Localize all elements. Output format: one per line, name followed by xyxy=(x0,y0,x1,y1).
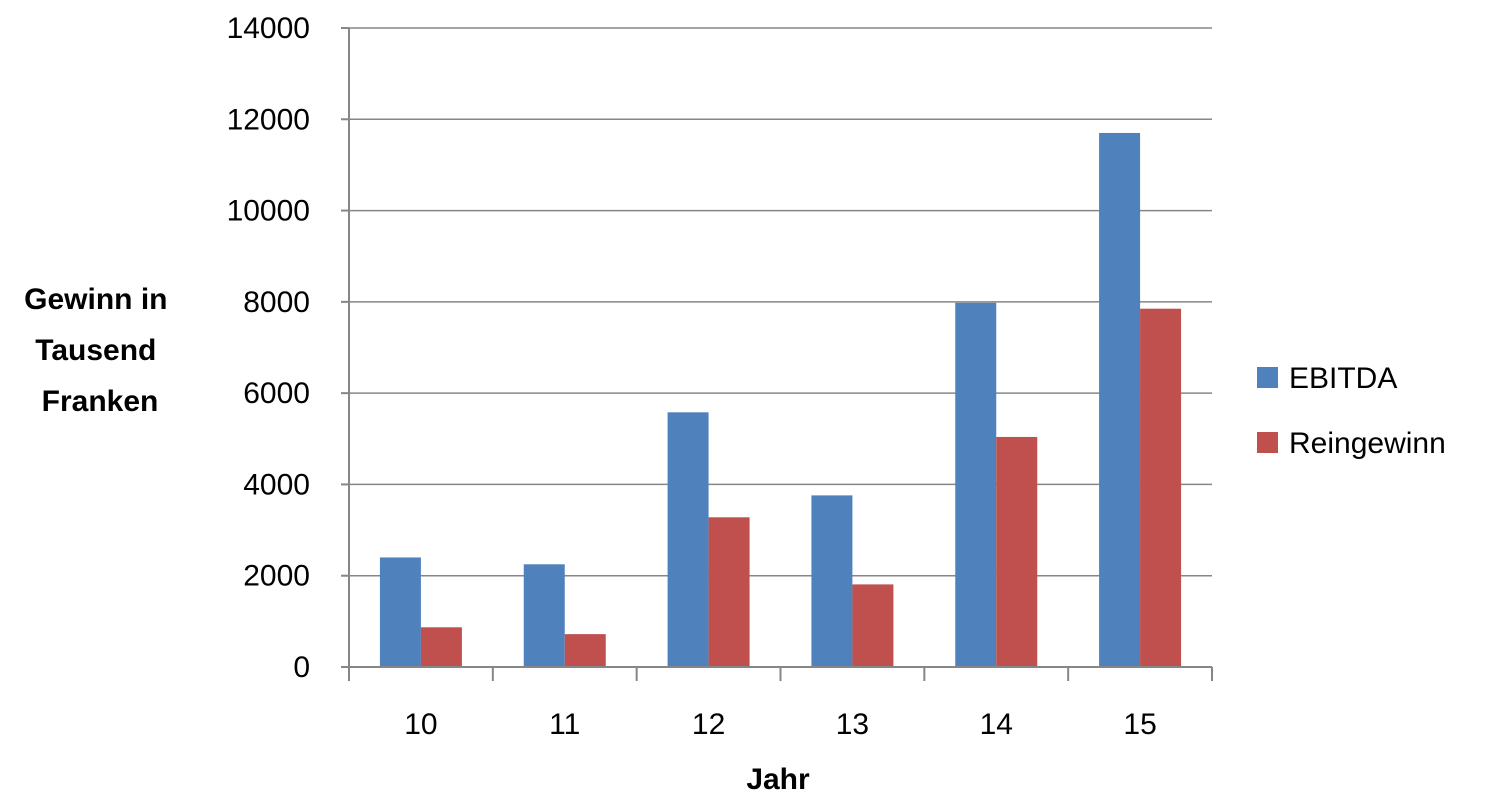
bar-ebitda-14 xyxy=(955,302,997,667)
x-tick-label: 11 xyxy=(549,708,580,741)
y-tick-label: 8000 xyxy=(243,286,310,319)
bar-reingewinn-14 xyxy=(996,436,1038,667)
gridlines xyxy=(349,27,1212,577)
y-tick-label: 10000 xyxy=(227,195,310,228)
x-tick-labels: 10 11 12 13 14 15 xyxy=(348,667,1213,741)
y-tick-label: 4000 xyxy=(243,468,310,501)
bar-reingewinn-11 xyxy=(564,634,606,667)
y-tick-label: 0 xyxy=(293,651,310,684)
legend-label-reingewinn: Reingewinn xyxy=(1289,427,1446,460)
y-tick-label: 2000 xyxy=(243,560,310,593)
y-axis-title: Gewinn in Tausend Franken xyxy=(24,283,176,418)
y-tick-label: 6000 xyxy=(243,377,310,410)
bar-reingewinn-15 xyxy=(1140,308,1182,667)
legend: EBITDA Reingewinn xyxy=(1257,362,1446,460)
bar-ebitda-11 xyxy=(523,564,565,667)
y-axis-title-line-2: Tausend xyxy=(35,334,156,367)
x-tick-label: 13 xyxy=(836,708,869,741)
x-tick-label: 10 xyxy=(404,708,437,741)
bar-reingewinn-12 xyxy=(708,517,750,667)
legend-swatch-ebitda xyxy=(1257,367,1278,388)
y-axis-title-line-1: Gewinn in xyxy=(24,283,167,316)
axes xyxy=(348,28,1212,668)
bars xyxy=(379,132,1182,667)
bar-reingewinn-10 xyxy=(420,627,462,667)
bar-reingewinn-13 xyxy=(852,584,894,667)
y-tick-label: 12000 xyxy=(227,103,310,136)
legend-label-ebitda: EBITDA xyxy=(1289,362,1397,395)
bar-ebitda-13 xyxy=(811,495,853,667)
x-tick-label: 14 xyxy=(980,708,1013,741)
legend-swatch-reingewinn xyxy=(1257,432,1278,453)
bar-ebitda-15 xyxy=(1099,132,1141,667)
bar-ebitda-12 xyxy=(667,412,709,667)
x-tick-label: 15 xyxy=(1123,708,1156,741)
y-axis-title-line-3: Franken xyxy=(42,385,159,418)
y-tick-label: 14000 xyxy=(227,12,310,45)
x-tick-label: 12 xyxy=(692,708,725,741)
bar-ebitda-10 xyxy=(379,557,421,667)
x-axis-title: Jahr xyxy=(746,763,810,796)
y-tick-labels: 0 2000 4000 6000 8000 10000 12000 14000 xyxy=(227,12,349,684)
